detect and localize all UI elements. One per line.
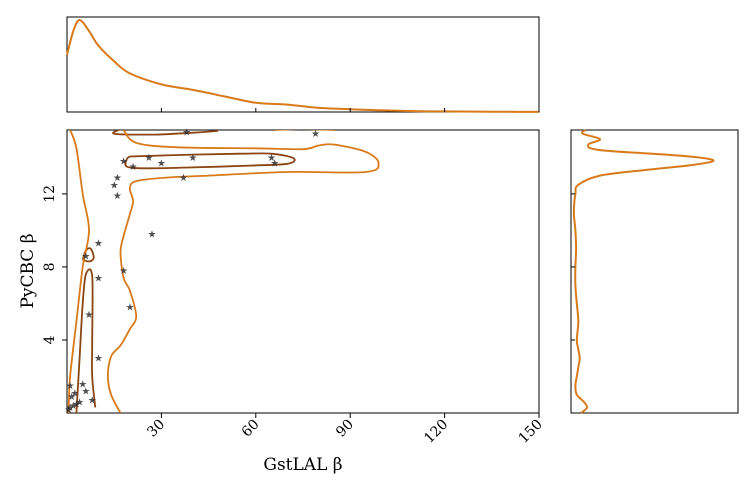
data-point: ★: [66, 381, 75, 392]
right-marginal-frame: [570, 129, 739, 414]
main-panel: ★★★★★★★★★★★★★★★★★★★★★★★ ★★ ★★★ ★★★ ★ 30 60 90 1…: [42, 108, 546, 447]
data-point: ★: [94, 239, 103, 250]
data-point: ★: [78, 379, 87, 390]
x-axis-ticks: 30 60 90 120 150: [144, 108, 546, 447]
data-point: ★: [70, 388, 79, 399]
data-point: ★: [311, 129, 320, 140]
data-point: ★: [179, 173, 188, 184]
x-tick-label: 120: [421, 417, 451, 447]
data-point: ★: [113, 191, 122, 202]
data-point: ★: [144, 153, 153, 164]
data-point: ★: [94, 354, 103, 365]
x-tick-label: 30: [144, 417, 168, 441]
outer-contour-line: [106, 130, 380, 413]
data-point: ★: [267, 153, 276, 164]
y-axis-label: PyCBC β: [18, 233, 38, 308]
data-point: ★: [66, 403, 75, 414]
inner-contour-line: [124, 152, 296, 170]
data-point: ★: [113, 173, 122, 184]
y-marginal-density-line: [572, 129, 715, 414]
data-point: ★: [129, 162, 138, 173]
x-tick-label: 90: [333, 417, 357, 441]
data-point: ★: [157, 158, 166, 169]
data-point: ★: [119, 157, 128, 168]
data-point: ★: [270, 158, 279, 169]
data-point: ★: [64, 405, 73, 416]
scatter-points: ★★★★★★★★★★★★★★★★★★★★★★★ ★★ ★★★ ★★★ ★: [64, 127, 320, 416]
data-point: ★: [85, 310, 94, 321]
x-marginal-density-line: [66, 18, 540, 113]
data-point: ★: [69, 401, 78, 412]
data-point: ★: [88, 396, 97, 407]
data-point: ★: [147, 230, 156, 241]
data-point: ★: [81, 251, 90, 262]
density-contours: [67, 130, 380, 413]
y-axis-ticks: 4 8 12: [42, 185, 67, 344]
x-axis-label: GstLAL β: [263, 455, 342, 475]
x-tick-label: 60: [239, 417, 263, 441]
inner-contour-line: [112, 130, 219, 136]
data-point: ★: [75, 398, 84, 409]
data-point: ★: [110, 180, 119, 191]
data-point: ★: [67, 392, 76, 403]
y-tick-label: 12: [42, 185, 58, 203]
y-marginal-ticks: [571, 193, 575, 341]
right-marginal-panel: [570, 129, 739, 414]
y-tick-label: 4: [42, 335, 58, 344]
inner-contour-line: [75, 268, 97, 413]
top-marginal-panel: [66, 16, 540, 113]
outer-contour-line: [67, 130, 90, 413]
data-point: ★: [125, 303, 134, 314]
data-point: ★: [94, 273, 103, 284]
x-tick-label: 150: [516, 417, 546, 447]
data-point: ★: [119, 266, 128, 277]
data-point: ★: [188, 153, 197, 164]
data-point: ★: [72, 399, 81, 410]
y-tick-label: 8: [42, 262, 58, 271]
data-point: ★: [81, 387, 90, 398]
top-marginal-frame: [66, 16, 540, 113]
data-point: ★: [182, 127, 191, 138]
